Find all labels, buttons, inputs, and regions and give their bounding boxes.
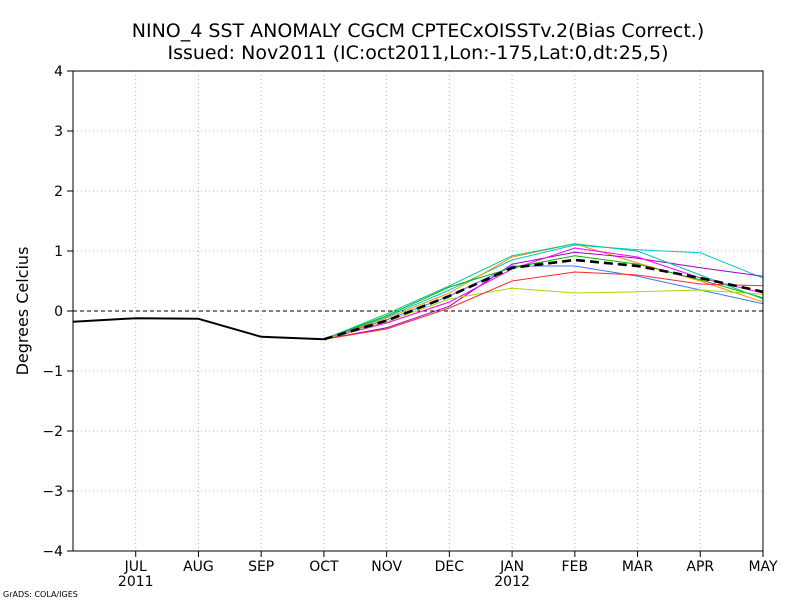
series-line-member-8 xyxy=(323,271,764,340)
x-tick-label: NOV xyxy=(371,559,402,575)
chart-title-line-2: Issued: Nov2011 (IC:oct2011,Lon:-175,Lat… xyxy=(167,42,668,64)
y-tick-label: −4 xyxy=(42,544,63,560)
series-line-member-1 xyxy=(323,244,764,340)
x-tick-label: SEP xyxy=(248,559,274,575)
x-tick-label: DEC xyxy=(435,559,465,575)
grads-credit: GrADS: COLA/IGES xyxy=(3,590,78,599)
series-line-member-2 xyxy=(323,243,764,340)
x-year-label: 2011 xyxy=(118,574,154,590)
y-tick-label: 0 xyxy=(54,304,63,320)
x-tick-label: OCT xyxy=(309,559,339,575)
y-tick-label: 4 xyxy=(54,64,63,80)
y-tick-labels: 4 3 2 1 0 −1 −2 −3 −4 xyxy=(42,64,63,560)
x-tick-label: FEB xyxy=(562,559,589,575)
x-tick-label: MAR xyxy=(622,559,654,575)
y-tick-label: 3 xyxy=(54,124,63,140)
series-line-observed xyxy=(72,317,324,341)
x-tick-label: AUG xyxy=(183,559,214,575)
y-axis-label: Degrees Celcius xyxy=(13,247,32,376)
series-group xyxy=(72,243,764,341)
chart-title-line-1: NINO_4 SST ANOMALY CGCM CPTECxOISSTv.2(B… xyxy=(132,20,704,42)
x-tick-label: JUL xyxy=(124,559,147,575)
series-line-member-3 xyxy=(323,251,764,340)
y-tick-label: −1 xyxy=(42,364,63,380)
series-line-member-7 xyxy=(323,287,764,340)
series-line-member-9 xyxy=(323,243,764,340)
y-tick-label: 2 xyxy=(54,184,63,200)
y-tick-label: −3 xyxy=(42,484,63,500)
series-line-member-4 xyxy=(323,247,764,340)
x-tick-label: MAY xyxy=(748,559,778,575)
y-tick-label: −2 xyxy=(42,424,63,440)
axes-frame xyxy=(67,70,764,557)
x-year-label: 2012 xyxy=(494,574,530,590)
y-tick-label: 1 xyxy=(54,244,63,260)
grid-lines xyxy=(73,71,763,551)
x-tick-label: JAN xyxy=(499,559,524,575)
x-tick-label: APR xyxy=(686,559,714,575)
series-line-ensemble-mean xyxy=(323,258,764,341)
